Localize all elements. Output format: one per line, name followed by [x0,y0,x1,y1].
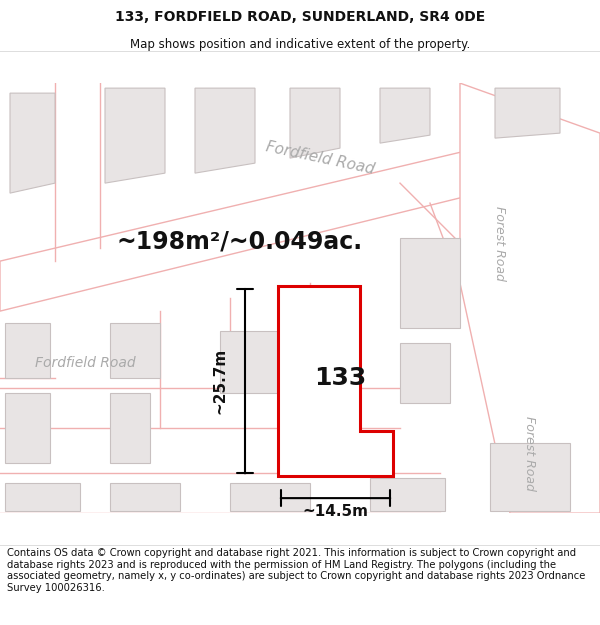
Polygon shape [400,238,460,328]
Text: 133, FORDFIELD ROAD, SUNDERLAND, SR4 0DE: 133, FORDFIELD ROAD, SUNDERLAND, SR4 0DE [115,10,485,24]
Text: Fordfield Road: Fordfield Road [264,139,376,177]
Polygon shape [460,83,600,513]
Polygon shape [5,483,80,511]
Polygon shape [5,393,50,463]
Polygon shape [278,286,393,476]
Text: Contains OS data © Crown copyright and database right 2021. This information is : Contains OS data © Crown copyright and d… [7,548,586,593]
Polygon shape [110,323,160,378]
Polygon shape [495,88,560,138]
Text: Forest Road: Forest Road [493,206,506,281]
Polygon shape [490,443,570,511]
Text: 133: 133 [314,366,366,390]
Text: Map shows position and indicative extent of the property.: Map shows position and indicative extent… [130,39,470,51]
Polygon shape [110,483,180,511]
Polygon shape [5,323,50,378]
Polygon shape [195,88,255,173]
Text: ~14.5m: ~14.5m [302,504,368,519]
Polygon shape [10,93,55,193]
Polygon shape [230,483,310,511]
Polygon shape [220,331,305,393]
Polygon shape [105,88,165,183]
Polygon shape [0,138,520,311]
Polygon shape [110,393,150,463]
Text: Fordfield Road: Fordfield Road [35,356,136,370]
Polygon shape [400,343,450,403]
Polygon shape [380,88,430,143]
Polygon shape [290,88,340,158]
Text: ~25.7m: ~25.7m [212,348,227,414]
Text: ~198m²/~0.049ac.: ~198m²/~0.049ac. [117,229,363,253]
Polygon shape [370,478,445,511]
Text: Forest Road: Forest Road [523,416,536,491]
